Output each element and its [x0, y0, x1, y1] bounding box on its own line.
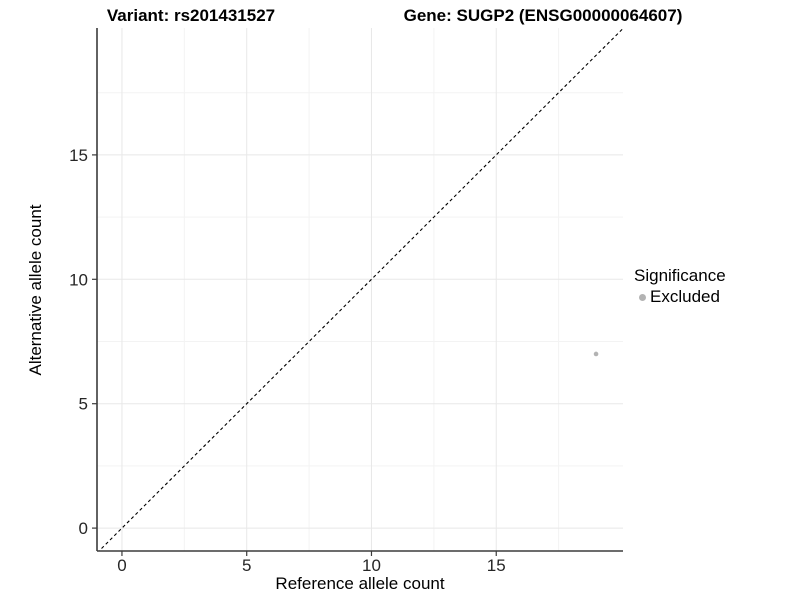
legend-item-label: Excluded [650, 287, 720, 306]
legend-title: Significance [634, 266, 726, 285]
variant-title: Variant: rs201431527 [106, 6, 276, 25]
x-axis-title: Reference allele count [275, 574, 445, 593]
identity-line [98, 28, 623, 551]
y-tick-label: 0 [79, 519, 88, 538]
legend: Significance Excluded [634, 266, 726, 307]
legend-item-excluded: Excluded [634, 287, 726, 307]
gridlines-minor [97, 28, 623, 551]
legend-key [634, 289, 650, 305]
gene-title: Gene: SUGP2 (ENSG00000064607) [403, 6, 683, 25]
legend-point-icon [638, 293, 646, 301]
gridlines-major [97, 28, 623, 551]
x-tick-label: 15 [487, 556, 506, 575]
x-tick-label: 5 [242, 556, 251, 575]
y-tick-label: 5 [79, 395, 88, 414]
y-tick-label: 15 [69, 146, 88, 165]
x-tick-label: 10 [362, 556, 381, 575]
data-point [593, 351, 599, 357]
y-axis-title: Alternative allele count [26, 204, 45, 376]
x-tick-label: 0 [117, 556, 126, 575]
y-tick-label: 10 [69, 270, 88, 289]
